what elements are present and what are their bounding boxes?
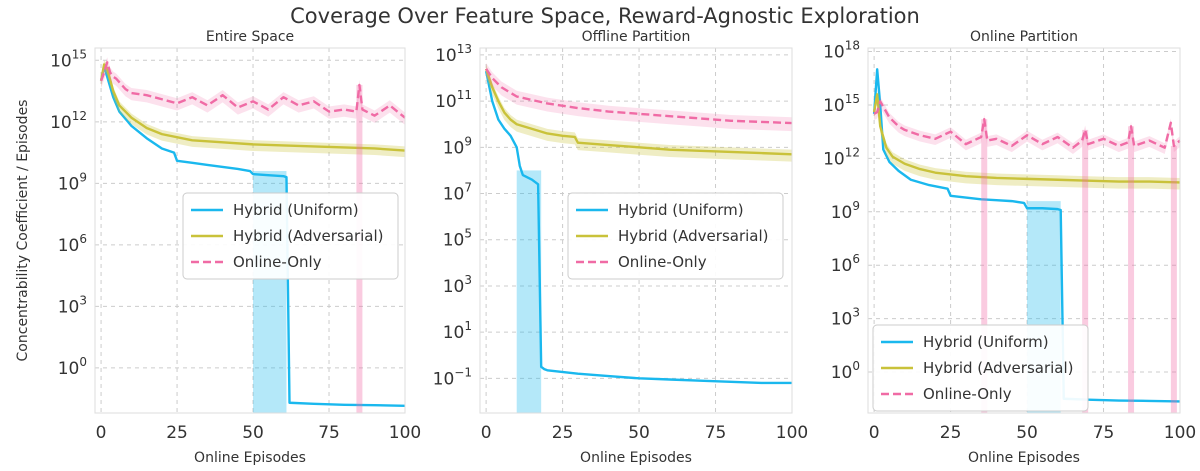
subplot-title: Entire Space [206,29,294,45]
x-axis-label: Online Episodes [968,450,1080,466]
legend-box [872,324,1089,412]
plot-area [479,47,793,414]
confidence-band [486,63,792,132]
y-tick-label: 1011 [435,88,472,112]
y-tick-label: 10−1 [433,365,472,389]
series-line [484,70,792,385]
y-tick-label: 106 [58,232,87,256]
legend-box [182,192,399,280]
y-tick-label: 103 [443,273,472,297]
y-tick-label: 1015 [50,47,87,71]
figure-title: Coverage Over Feature Space, Reward-Agno… [290,4,920,28]
legend-entry: Online-Only [923,385,1012,403]
x-tick-label: 75 [1093,423,1115,443]
x-axis-label: Online Episodes [580,450,692,466]
y-tick-label: 1015 [823,92,860,116]
variance-spike [1082,129,1089,413]
legend-entry: Online-Only [618,253,707,271]
y-tick-label: 1012 [50,109,87,133]
x-tick-label: 0 [869,423,880,443]
legend-entry: Hybrid (Uniform) [618,201,744,219]
confidence-band [101,57,405,125]
y-tick-label: 100 [831,359,860,383]
x-tick-label: 25 [166,423,188,443]
legend-entry: Hybrid (Adversarial) [923,359,1074,377]
x-tick-label: 50 [628,423,650,443]
variance-spike [981,119,988,413]
x-tick-label: 100 [389,423,421,443]
plot-area [94,47,406,414]
x-tick-label: 50 [1016,423,1038,443]
x-tick-label: 0 [96,423,107,443]
x-tick-label: 0 [481,423,492,443]
y-tick-label: 105 [443,227,472,251]
series-line [873,100,1181,149]
chart-panel-online-partition: Online Partition 0 25 50 75 100 100 103 106 109 10… [823,29,1196,466]
series-line [484,68,793,156]
y-tick-label: 101 [443,319,472,343]
x-tick-label: 25 [940,423,962,443]
confidence-band [486,64,792,162]
y-tick-label: 100 [58,355,87,379]
y-tick-label: 1018 [823,39,860,63]
x-tick-label: 50 [242,423,264,443]
series-line [99,61,406,119]
y-tick-label: 107 [443,181,472,205]
legend: Hybrid (Uniform) Hybrid (Adversarial) Onli… [567,192,784,280]
y-tick-label: 103 [831,306,860,330]
subplot-title: Online Partition [970,29,1078,45]
series-line [99,65,406,408]
y-tick-label: 1012 [823,145,860,169]
y-axis-label: Concentrability Coefficient / Episodes [15,100,31,362]
series-line [872,93,1181,184]
x-tick-label: 75 [318,423,340,443]
legend-entry: Hybrid (Adversarial) [618,227,769,245]
legend-box [567,192,784,280]
x-tick-label: 100 [776,423,808,443]
y-tick-label: 1013 [435,42,472,66]
chart-panel-entire-space: Entire Space 0 25 50 75 100 100 103 106 109 1012 10… [15,29,421,466]
variance-spike [1170,145,1177,414]
legend-entry: Hybrid (Adversarial) [233,227,384,245]
x-axis-label: Online Episodes [194,450,306,466]
subplot-title: Offline Partition [582,29,691,45]
x-tick-label: 25 [552,423,574,443]
variance-spike [1128,126,1135,413]
chart-panel-offline-partition: Offline Partition 0 25 50 75 100 10−1 101 103 105… [433,29,809,466]
confidence-band [874,89,1180,190]
plot-area [867,47,1181,414]
legend-entry: Online-Only [233,253,322,271]
legend-entry: Hybrid (Uniform) [923,333,1049,351]
y-tick-label: 106 [831,252,860,276]
y-tick-label: 109 [831,199,860,223]
legend: Hybrid (Uniform) Hybrid (Adversarial) Onli… [182,192,399,280]
y-tick-label: 103 [58,293,87,317]
x-tick-label: 100 [1164,423,1196,443]
legend: Hybrid (Uniform) Hybrid (Adversarial) Onli… [872,324,1089,412]
y-tick-label: 109 [443,134,472,158]
y-tick-label: 109 [58,170,87,194]
x-tick-label: 75 [705,423,727,443]
series-line [485,68,793,125]
series-line [99,63,406,152]
confidence-band [516,170,542,413]
legend-entry: Hybrid (Uniform) [233,201,359,219]
